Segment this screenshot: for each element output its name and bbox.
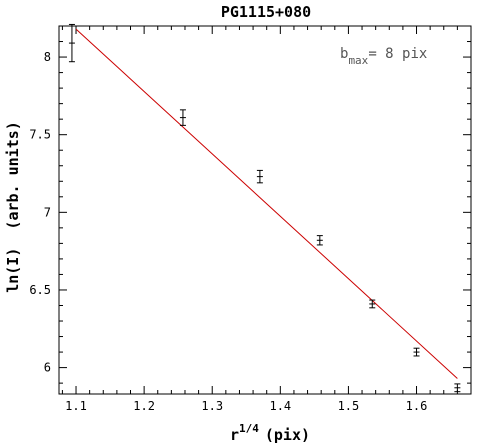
y-tick-label: 6.5: [29, 283, 51, 297]
y-tick-label: 6: [44, 361, 51, 375]
y-tick-label: 7.5: [29, 128, 51, 142]
y-tick-label: 7: [44, 205, 51, 219]
annotation-bmax: bmax= 8 pix: [340, 46, 427, 67]
x-tick-label: 1.2: [133, 399, 155, 413]
x-tick-label: 1.6: [406, 399, 428, 413]
fit-line: [75, 28, 458, 379]
plot-frame: [58, 25, 472, 395]
x-tick-label: 1.3: [201, 399, 223, 413]
x-tick-label: 1.5: [338, 399, 360, 413]
x-tick-label: 1.1: [65, 399, 87, 413]
y-axis-label: ln(I) (arb. units): [4, 121, 22, 293]
x-axis-label: r1/4 (pix): [230, 422, 310, 444]
x-tick-label: 1.4: [269, 399, 291, 413]
y-tick-label: 8: [44, 50, 51, 64]
chart-title: PG1115+080: [221, 3, 311, 21]
plot-area: 1.1 1.2 1.3 1.4 1.5 1.6 6 6.5 7 7.5 8: [29, 23, 472, 413]
